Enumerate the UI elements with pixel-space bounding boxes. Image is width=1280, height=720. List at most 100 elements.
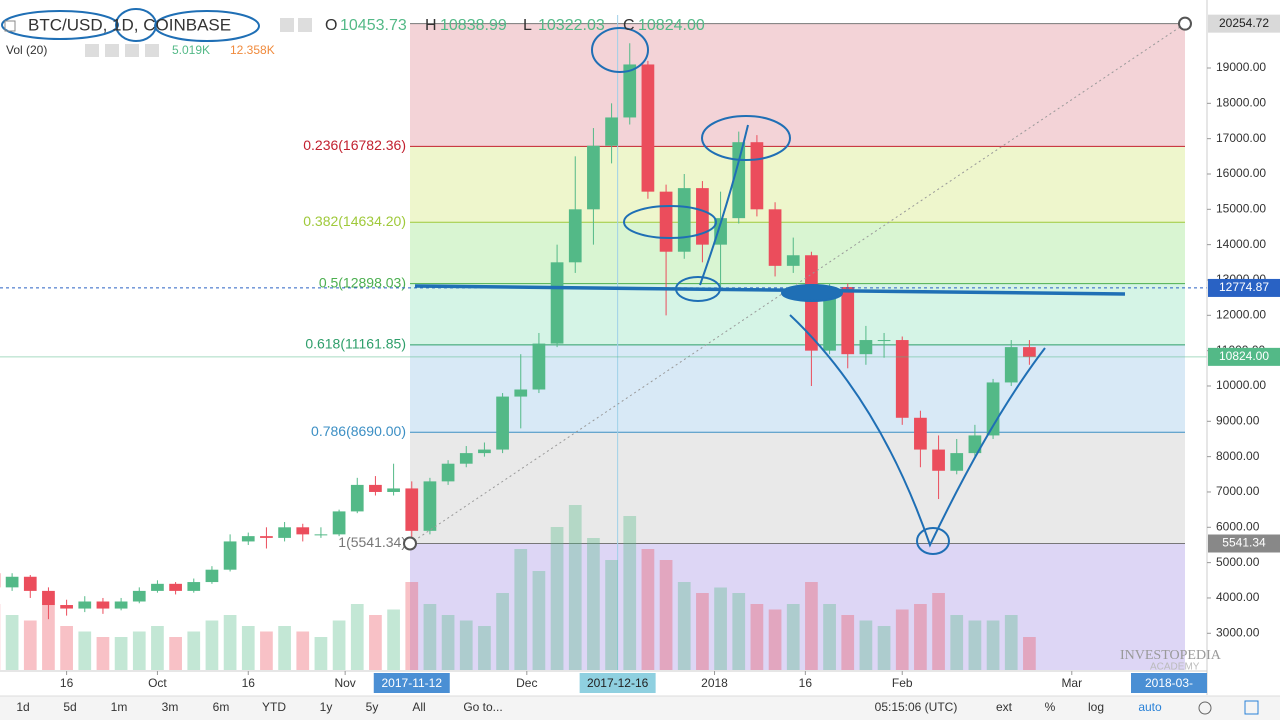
- fib-band: [410, 23, 1185, 147]
- volume-bar: [877, 626, 891, 670]
- fullscreen-icon[interactable]: [1244, 700, 1259, 715]
- icon[interactable]: [145, 44, 159, 57]
- candle-body: [514, 389, 528, 397]
- candle-body: [296, 527, 310, 535]
- candle-body: [968, 435, 982, 454]
- candle-body: [823, 287, 836, 351]
- candle-body: [1004, 347, 1018, 383]
- candle-body: [496, 396, 509, 450]
- price-marker-label: 20254.72: [1219, 16, 1269, 30]
- volume-bar: [478, 626, 491, 670]
- price-marker: [1208, 14, 1280, 33]
- candle-body: [423, 481, 437, 531]
- annotations: [1, 8, 1126, 555]
- axis-option[interactable]: ext: [996, 700, 1013, 714]
- candle-body: [96, 601, 110, 609]
- interval-button[interactable]: All: [412, 700, 425, 714]
- x-tick-label: Dec: [516, 676, 537, 690]
- volume-bar: [423, 604, 437, 670]
- candle-body: [369, 484, 382, 492]
- volume-bar: [623, 516, 637, 670]
- icon[interactable]: [105, 44, 119, 57]
- volume-bar: [132, 631, 146, 670]
- volume-bar: [732, 593, 746, 670]
- settings-icon[interactable]: [1198, 701, 1212, 715]
- volume-bar: [932, 593, 945, 670]
- x-tick-label: Feb: [892, 676, 913, 690]
- candle-body: [859, 340, 873, 355]
- volume-bar: [696, 593, 709, 670]
- fib-label: 0.5(12898.03): [319, 274, 406, 290]
- icon[interactable]: [85, 44, 99, 57]
- pen-scribble: [781, 284, 843, 302]
- ohlc-value: 10838.99: [440, 17, 507, 34]
- candle-body: [223, 541, 237, 570]
- pen-ellipse: [591, 27, 649, 73]
- interval-button[interactable]: 3m: [162, 700, 179, 714]
- candle-body: [260, 536, 273, 538]
- icon[interactable]: [280, 18, 294, 32]
- candle-body: [241, 536, 255, 542]
- fib-anchor: [1178, 16, 1192, 31]
- fib-label: 1(5541.34): [338, 534, 406, 550]
- interval-button[interactable]: 1m: [111, 700, 128, 714]
- fib-trend-line: [409, 23, 1186, 544]
- fib-band: [410, 222, 1185, 284]
- axis-option[interactable]: log: [1088, 700, 1104, 714]
- candle-body: [459, 453, 473, 464]
- candle-body: [732, 142, 746, 219]
- volume-bar: [659, 560, 673, 670]
- pen-line: [414, 284, 1126, 296]
- fib-label: 0.236(16782.36): [303, 137, 406, 153]
- interval-button[interactable]: 1y: [320, 700, 333, 714]
- candle-body: [387, 488, 400, 492]
- interval-button[interactable]: 5d: [63, 700, 76, 714]
- ohlc-value: 10824.00: [638, 17, 705, 34]
- y-tick-label: 19000.00: [1216, 60, 1266, 74]
- candle-body: [350, 484, 364, 512]
- volume-bar: [350, 604, 364, 670]
- candle-body: [478, 449, 491, 454]
- candle-body: [750, 142, 764, 210]
- interval-button[interactable]: 5y: [366, 700, 379, 714]
- candle-body: [659, 191, 673, 252]
- interval-button[interactable]: 6m: [213, 700, 230, 714]
- icon[interactable]: [298, 18, 312, 32]
- price-marker: [1208, 534, 1280, 553]
- y-tick-label: 3000.00: [1216, 625, 1260, 639]
- collapse-icon[interactable]: [4, 20, 16, 32]
- y-tick-label: 5000.00: [1216, 555, 1260, 569]
- goto-button[interactable]: Go to...: [463, 700, 502, 714]
- interval-button[interactable]: 1d: [16, 700, 29, 714]
- volume-bar: [1004, 615, 1018, 670]
- candle-body: [532, 343, 546, 390]
- candle-body: [114, 601, 128, 609]
- candle-body: [877, 340, 891, 342]
- candle-body: [932, 449, 945, 471]
- volume-bar: [823, 604, 836, 670]
- candle-body: [23, 576, 37, 591]
- toolbar: [0, 696, 1280, 720]
- fib-label: 0.786(8690.00): [311, 423, 406, 439]
- volume-bar: [750, 604, 764, 670]
- axis-option[interactable]: %: [1045, 700, 1056, 714]
- volume-bar: [805, 582, 818, 670]
- volume-bar: [441, 615, 455, 670]
- axis-option[interactable]: auto: [1138, 700, 1162, 714]
- volume-bar: [677, 582, 691, 670]
- candle-body: [278, 527, 291, 538]
- watermark: INVESTOPEDIA: [1120, 648, 1222, 663]
- volume-bar: [296, 631, 310, 670]
- candle-body: [60, 605, 73, 609]
- volume-bar: [241, 626, 255, 670]
- volume-bar: [187, 631, 201, 670]
- x-marker: [579, 673, 656, 693]
- candle-body: [332, 511, 346, 535]
- candle-body: [696, 188, 709, 245]
- interval-button[interactable]: YTD: [262, 700, 286, 714]
- y-tick-label: 7000.00: [1216, 484, 1260, 498]
- icon[interactable]: [125, 44, 139, 57]
- volume-bar: [496, 593, 509, 670]
- candle-body: [805, 255, 818, 351]
- fib-anchor: [403, 536, 417, 551]
